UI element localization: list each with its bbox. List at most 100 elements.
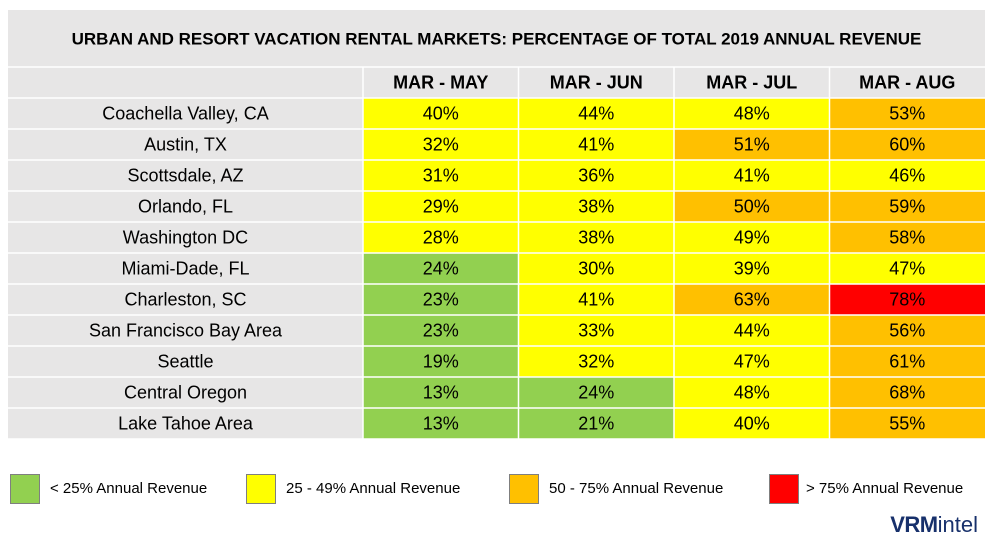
data-cell <box>518 346 674 377</box>
data-label: 47% <box>889 259 925 279</box>
data-label: 61% <box>889 352 925 372</box>
data-cell <box>674 346 830 377</box>
data-cell <box>674 377 830 408</box>
legend: < 25% Annual Revenue 25 - 49% Annual Rev… <box>0 474 994 504</box>
data-label: 38% <box>578 197 614 217</box>
data-label: 23% <box>423 290 459 310</box>
data-cell <box>518 315 674 346</box>
data-cell <box>363 377 519 408</box>
column-header: MAR - JUL <box>706 73 797 93</box>
data-cell <box>518 222 674 253</box>
column-header: MAR - AUG <box>859 73 955 93</box>
data-cell <box>674 315 830 346</box>
row-label: San Francisco Bay Area <box>89 321 283 341</box>
data-label: 51% <box>734 135 770 155</box>
data-cell <box>674 160 830 191</box>
data-cell <box>829 191 985 222</box>
data-cell <box>829 98 985 129</box>
table-title: URBAN AND RESORT VACATION RENTAL MARKETS… <box>72 30 922 49</box>
legend-swatch-green <box>10 474 40 504</box>
data-label: 28% <box>423 228 459 248</box>
data-cell <box>829 129 985 160</box>
data-label: 24% <box>423 259 459 279</box>
data-label: 44% <box>734 321 770 341</box>
data-label: 48% <box>734 383 770 403</box>
row-label: Miami-Dade, FL <box>121 259 249 279</box>
data-cell <box>363 408 519 439</box>
data-label: 32% <box>423 135 459 155</box>
legend-swatch-red <box>769 474 799 504</box>
legend-label-yellow: 25 - 49% Annual Revenue <box>286 480 461 497</box>
data-cell <box>829 160 985 191</box>
row-label: Seattle <box>157 352 213 372</box>
data-cell <box>829 346 985 377</box>
data-cell <box>518 408 674 439</box>
data-cell <box>829 284 985 315</box>
data-label: 48% <box>734 104 770 124</box>
data-cell <box>674 222 830 253</box>
row-label: Orlando, FL <box>138 197 233 217</box>
data-label: 55% <box>889 414 925 434</box>
data-cell <box>829 315 985 346</box>
legend-swatch-yellow <box>246 474 276 504</box>
row-label: Coachella Valley, CA <box>102 104 268 124</box>
data-cell <box>518 129 674 160</box>
data-cell <box>674 129 830 160</box>
data-cell <box>363 346 519 377</box>
data-cell <box>518 191 674 222</box>
data-label: 41% <box>734 166 770 186</box>
brand-logo-part2: intel <box>937 512 978 537</box>
data-cell <box>518 253 674 284</box>
data-label: 49% <box>734 228 770 248</box>
row-label: Central Oregon <box>124 383 247 403</box>
data-cell <box>363 315 519 346</box>
data-label: 41% <box>578 290 614 310</box>
brand-logo: VRMintel <box>890 512 978 538</box>
data-cell <box>829 408 985 439</box>
data-label: 32% <box>578 352 614 372</box>
row-label: Washington DC <box>123 228 248 248</box>
data-cell <box>363 160 519 191</box>
data-cell <box>829 222 985 253</box>
data-label: 50% <box>734 197 770 217</box>
data-label: 13% <box>423 383 459 403</box>
data-label: 21% <box>578 414 614 434</box>
data-cell <box>363 222 519 253</box>
data-label: 40% <box>423 104 459 124</box>
data-cell <box>363 253 519 284</box>
data-label: 47% <box>734 352 770 372</box>
data-label: 33% <box>578 321 614 341</box>
data-label: 60% <box>889 135 925 155</box>
data-cell <box>518 98 674 129</box>
data-cell <box>518 160 674 191</box>
data-cell <box>363 191 519 222</box>
data-cell <box>674 191 830 222</box>
data-cell <box>518 377 674 408</box>
data-cell <box>674 253 830 284</box>
data-label: 58% <box>889 228 925 248</box>
data-cell <box>674 408 830 439</box>
data-label: 44% <box>578 104 614 124</box>
data-label: 68% <box>889 383 925 403</box>
data-cell <box>674 98 830 129</box>
data-cell <box>829 377 985 408</box>
data-label: 56% <box>889 321 925 341</box>
data-label: 24% <box>578 383 614 403</box>
data-label: 29% <box>423 197 459 217</box>
column-header: MAR - JUN <box>550 73 643 93</box>
data-cell <box>363 129 519 160</box>
row-label: Scottsdale, AZ <box>127 166 243 186</box>
data-label: 23% <box>423 321 459 341</box>
data-label: 63% <box>734 290 770 310</box>
data-label: 31% <box>423 166 459 186</box>
legend-label-orange: 50 - 75% Annual Revenue <box>549 480 724 497</box>
brand-logo-part1: VRM <box>890 512 938 537</box>
data-label: 53% <box>889 104 925 124</box>
row-label: Charleston, SC <box>124 290 246 310</box>
data-label: 78% <box>889 290 925 310</box>
legend-swatch-orange <box>509 474 539 504</box>
data-cell <box>363 284 519 315</box>
data-label: 59% <box>889 197 925 217</box>
row-label: Austin, TX <box>144 135 227 155</box>
